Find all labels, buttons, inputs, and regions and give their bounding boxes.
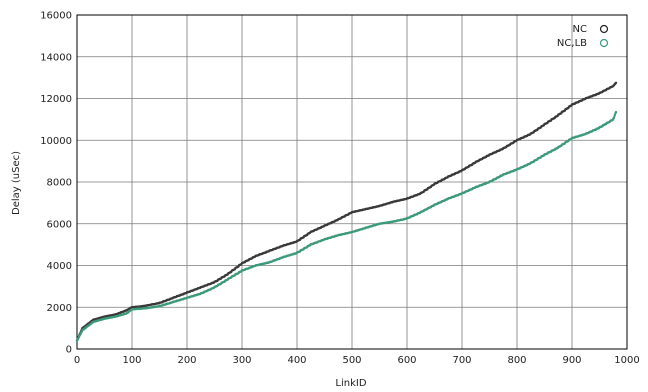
x-tick-label: 300 (232, 355, 251, 366)
x-axis-label: LinkID (335, 378, 366, 389)
x-tick-label: 600 (397, 355, 416, 366)
x-tick-label: 500 (342, 355, 361, 366)
legend-marker-nc (599, 24, 609, 34)
data-point (614, 81, 618, 85)
y-tick-label: 2000 (47, 303, 72, 314)
series-nc (75, 81, 618, 342)
x-tick-label: 900 (562, 355, 581, 366)
legend: NC NC,LB (557, 24, 609, 49)
y-tick-label: 16000 (40, 11, 72, 22)
y-tick-label: 14000 (40, 52, 72, 63)
y-axis-label: Delay (uSec) (11, 151, 22, 215)
plot-frame (76, 14, 628, 350)
x-tick-label: 100 (122, 355, 141, 366)
legend-marker-nclb (599, 38, 609, 48)
grid-lines (76, 14, 628, 350)
x-tick-label: 200 (177, 355, 196, 366)
x-tick-label: 1000 (614, 355, 639, 366)
y-tick-label: 0 (66, 345, 72, 356)
x-tick-label: 800 (507, 355, 526, 366)
legend-label-nc: NC (573, 24, 587, 35)
y-axis-ticks: 0 2000 4000 6000 8000 10000 12000 14000 16000 (40, 11, 72, 356)
x-tick-label: 400 (287, 355, 306, 366)
y-tick-label: 4000 (47, 261, 72, 272)
series-layer (75, 81, 618, 342)
x-axis-ticks: 0 100 200 300 400 500 600 700 800 900 1000 (74, 355, 640, 366)
y-tick-label: 10000 (40, 136, 72, 147)
x-tick-label: 700 (452, 355, 471, 366)
y-tick-label: 6000 (47, 219, 72, 230)
series-nc-lb (75, 110, 618, 342)
y-tick-label: 8000 (47, 178, 72, 189)
legend-label-nclb: NC,LB (557, 38, 587, 49)
data-point (614, 110, 618, 114)
x-tick-label: 0 (74, 355, 80, 366)
y-tick-label: 12000 (40, 94, 72, 105)
